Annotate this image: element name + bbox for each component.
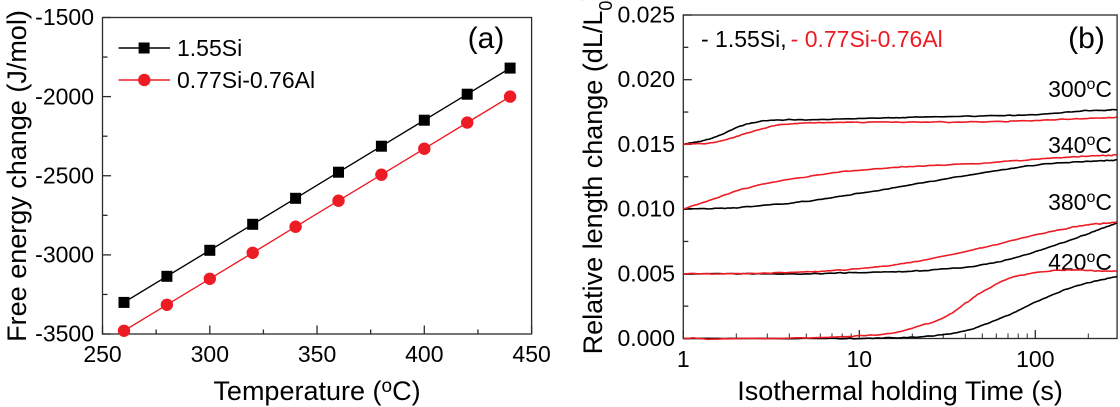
svg-text:0.020: 0.020 xyxy=(617,66,675,92)
svg-text:-2500: -2500 xyxy=(35,163,94,189)
svg-text:Free energy change (J/mol): Free energy change (J/mol) xyxy=(2,10,32,342)
svg-text:0.025: 0.025 xyxy=(617,2,675,28)
svg-text:0.77Si-0.76Al: 0.77Si-0.76Al xyxy=(177,67,315,93)
svg-text:300: 300 xyxy=(191,341,229,367)
svg-text:380oC: 380oC xyxy=(1048,189,1112,215)
svg-text:(b): (b) xyxy=(1068,22,1105,55)
svg-text:1.55Si: 1.55Si xyxy=(177,35,242,61)
svg-text:-1500: -1500 xyxy=(35,4,94,30)
svg-text:(a): (a) xyxy=(468,22,505,55)
svg-text:100: 100 xyxy=(1016,346,1054,372)
svg-text:300oC: 300oC xyxy=(1048,76,1112,102)
svg-text:340oC: 340oC xyxy=(1048,132,1112,158)
svg-text:0.005: 0.005 xyxy=(617,260,675,286)
svg-text:Temperature (oC): Temperature (oC) xyxy=(213,376,420,406)
svg-text:250: 250 xyxy=(83,341,121,367)
svg-text:1: 1 xyxy=(677,346,690,372)
svg-text:-2000: -2000 xyxy=(35,84,94,110)
svg-text:0.010: 0.010 xyxy=(617,196,675,222)
svg-text:0.000: 0.000 xyxy=(617,325,675,351)
svg-text:Relative length change (dL/L0): Relative length change (dL/L0) xyxy=(578,0,616,354)
svg-text:10: 10 xyxy=(847,346,873,372)
svg-text:- 1.55Si,- 0.77Si-0.76Al: - 1.55Si, - 0.77Si-0.76Al xyxy=(701,26,943,52)
svg-text:350: 350 xyxy=(298,341,336,367)
svg-text:400: 400 xyxy=(405,341,443,367)
svg-text:0.015: 0.015 xyxy=(617,131,675,157)
svg-text:Isothermal holding Time (s): Isothermal holding Time (s) xyxy=(737,376,1063,406)
svg-text:-3000: -3000 xyxy=(35,242,94,268)
svg-text:450: 450 xyxy=(512,341,550,367)
